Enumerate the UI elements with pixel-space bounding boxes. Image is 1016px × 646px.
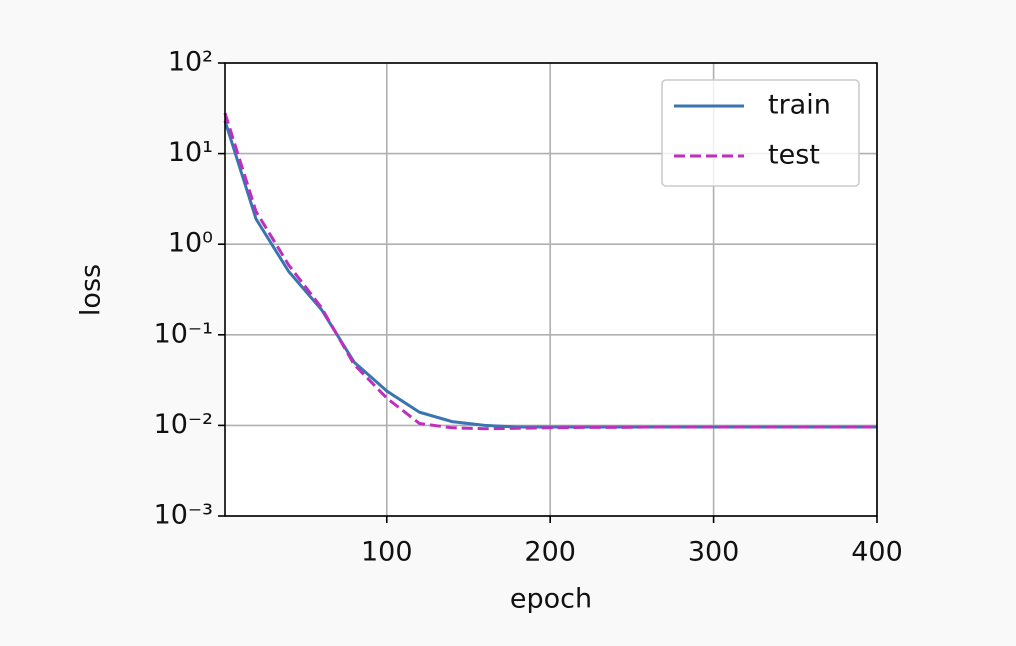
legend-label: test [768, 140, 820, 171]
lines [223, 112, 877, 431]
x-tick-label: 300 [688, 537, 740, 568]
y-tick-label: 10⁻² [154, 409, 213, 440]
y-tick-label: 10¹ [168, 137, 213, 168]
y-axis-label: loss [76, 264, 107, 316]
y-tick-label: 10⁰ [168, 228, 213, 259]
x-axis-label: epoch [510, 584, 592, 615]
y-tick-label: 10⁻³ [154, 500, 213, 531]
legend: train test [661, 79, 860, 187]
x-tick-label: 200 [524, 537, 576, 568]
x-tick-label: 100 [361, 537, 413, 568]
axes-frame [224, 62, 878, 517]
series-line [223, 112, 877, 431]
y-tick-label: 10⁻¹ [154, 318, 213, 349]
legend-label: train [768, 90, 831, 121]
x-tick-label: 400 [851, 537, 903, 568]
y-tick-label: 10² [168, 47, 213, 78]
